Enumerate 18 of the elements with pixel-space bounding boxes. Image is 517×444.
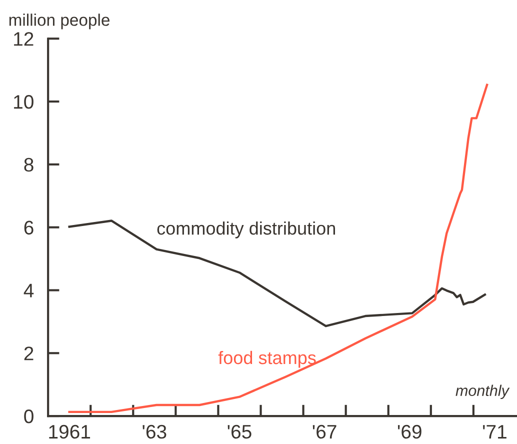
- y-tick-label: 2: [24, 346, 34, 360]
- x-tick-label: '69: [398, 424, 422, 439]
- series-label: commodity distribution: [157, 221, 335, 238]
- line-series: [68, 220, 486, 328]
- y-tick-label: 8: [24, 158, 34, 172]
- series-label: food stamps: [218, 350, 316, 368]
- y-tick-label: 12: [14, 32, 34, 46]
- x-tick-label: '67: [312, 424, 336, 439]
- y-tick-label: 0: [24, 409, 34, 424]
- x-tick-label: '63: [142, 424, 166, 439]
- y-tick-label: 10: [14, 94, 34, 109]
- y-tick-label: 4: [24, 284, 34, 298]
- x-tick-label: '71: [483, 425, 506, 438]
- x-tick-label: 1961: [49, 424, 90, 439]
- x-tick-label: '65: [228, 424, 252, 439]
- y-axis-title: million people: [9, 14, 110, 30]
- annotation: monthly: [456, 384, 510, 400]
- y-tick-label: 6: [24, 220, 34, 235]
